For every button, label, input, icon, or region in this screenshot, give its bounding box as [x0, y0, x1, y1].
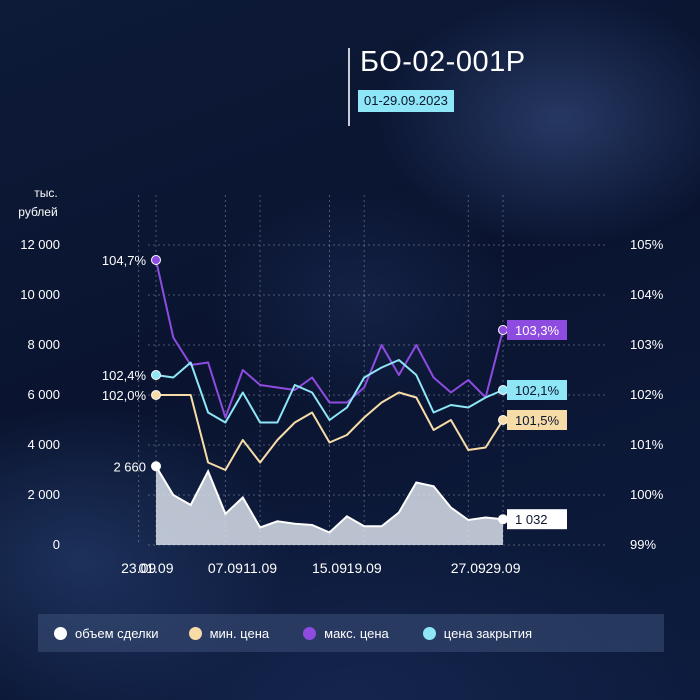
series-end-point: [498, 325, 508, 335]
series-end-label: 103,3%: [515, 323, 560, 338]
y-tick-label-right: 103%: [630, 337, 664, 352]
y-tick-label-right: 99%: [630, 537, 656, 552]
series-end-label: 1 032: [515, 512, 548, 527]
y-tick-label-left: 0: [53, 537, 60, 552]
series-end-label-box: [507, 380, 567, 400]
x-tick-label: 07.09: [208, 560, 243, 576]
left-axis-title: тыс.: [34, 186, 57, 200]
legend-label: объем сделки: [75, 625, 159, 641]
series-line-2: [155, 259, 504, 419]
series-start-label: 104,7%: [102, 253, 147, 268]
period-badge: 01-29.09.2023: [358, 90, 454, 112]
series-end-label-box: [507, 320, 567, 340]
series-start-label: 102,4%: [102, 368, 147, 383]
x-tick-label: 01.09: [138, 560, 173, 576]
y-tick-label-right: 102%: [630, 387, 664, 402]
series-end-label: 102,1%: [515, 383, 560, 398]
series-start-point: [151, 390, 161, 400]
legend-marker: [303, 626, 317, 640]
y-tick-label-left: 12 000: [20, 237, 60, 252]
legend-item: мин. цена: [188, 625, 270, 641]
y-tick-label-right: 105%: [630, 237, 664, 252]
x-tick-label: 27.09: [451, 560, 486, 576]
y-tick-label-right: 101%: [630, 437, 664, 452]
legend-marker: [188, 626, 202, 640]
series-end-point: [498, 514, 508, 525]
series-line-3: [155, 359, 504, 424]
series-start-point: [151, 370, 161, 380]
volume-line: [155, 465, 504, 534]
y-tick-label-left: 10 000: [20, 287, 60, 302]
series-end-label-box: [507, 410, 567, 430]
legend-marker: [54, 626, 67, 640]
y-tick-label-right: 100%: [630, 487, 664, 502]
series-end-label: 101,5%: [515, 413, 560, 428]
x-tick-label: 11.09: [243, 560, 277, 576]
legend-label: макс. цена: [324, 625, 389, 641]
series-start-point: [151, 461, 161, 472]
y-tick-label-right: 104%: [630, 287, 664, 302]
legend-label: цена закрытия: [443, 625, 533, 641]
series-start-label: 102,0%: [102, 388, 147, 403]
legend-item: цена закрытия: [422, 625, 533, 641]
x-tick-label: 29.09: [485, 560, 520, 576]
y-tick-label-left: 4 000: [27, 437, 60, 452]
x-tick-label: 19.09: [347, 560, 382, 576]
series-start-label: 2 660: [113, 459, 146, 474]
chart-svg: тыс. рублей 12 000 10 000 8 000 6 000 4 000 2 0…: [18, 186, 664, 576]
x-tick-label: 15.09: [312, 560, 347, 576]
legend-marker: [422, 626, 436, 640]
y-tick-label-left: 2 000: [27, 487, 60, 502]
series-end-point: [498, 385, 508, 395]
page-title: БО-02-001Р: [360, 46, 526, 78]
series-start-point: [151, 255, 161, 265]
series-end-label-box: [507, 509, 567, 530]
y-tick-label-left: 8 000: [27, 337, 60, 352]
volume-area: [156, 466, 503, 545]
series-end-point: [498, 415, 508, 425]
x-tick-label: 23.09: [121, 560, 156, 576]
legend-item: макс. цена: [303, 626, 389, 641]
left-axis-title: рублей: [18, 205, 57, 219]
chart-legend: объем сделки мин. цена макс. цена цена закр…: [38, 614, 664, 652]
y-tick-label-left: 6 000: [27, 387, 60, 402]
legend-item: объем сделки: [54, 626, 159, 641]
legend-label: мин. цена: [209, 625, 270, 641]
series-line-1: [156, 391, 504, 471]
title-accent-bar: [348, 48, 350, 126]
